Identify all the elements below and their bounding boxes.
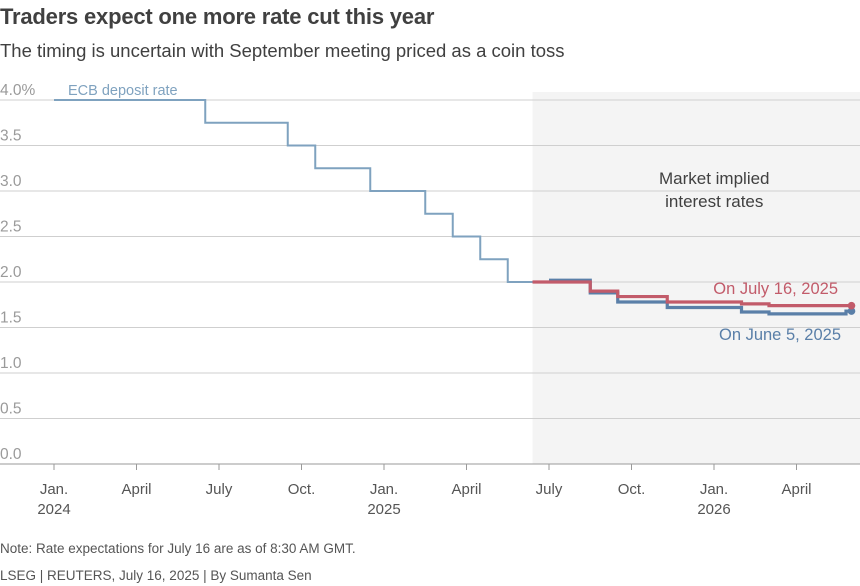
x-tick-label: Oct. [618, 481, 646, 498]
x-tick-label: April [781, 481, 811, 498]
shade-label-line2: interest rates [665, 192, 763, 211]
x-tick-label: Jan. [700, 481, 728, 498]
y-tick-label: 2.0 [0, 264, 22, 281]
y-tick-label: 4.0% [0, 82, 36, 99]
july16-expectation-end-marker [847, 301, 856, 310]
june5-expectation-end-marker [847, 307, 856, 315]
x-tick-year-label: 2026 [697, 501, 730, 518]
ecb-deposit-rate-line [54, 99, 533, 283]
market-implied-shade [532, 92, 860, 464]
chart-note: Note: Rate expectations for July 16 are … [0, 541, 356, 556]
x-tick-label: Jan. [40, 481, 68, 498]
chart-source: LSEG | REUTERS, July 16, 2025 | By Suman… [0, 568, 312, 583]
x-tick-year-label: 2024 [37, 501, 70, 518]
x-tick-label: Jan. [370, 481, 398, 498]
x-tick-label: Oct. [288, 481, 316, 498]
rate-chart: 4.0% 3.5 3.0 2.5 2.0 1.5 1.0 0.5 0.0 Jan. 2024 Apr… [0, 82, 860, 518]
x-tick-label: July [206, 481, 233, 498]
chart-subtitle: The timing is uncertain with September m… [0, 40, 565, 61]
july16-expectation-line [532, 280, 852, 308]
june5-expectation-line [549, 278, 852, 316]
shade-label-line1: Market implied [659, 169, 770, 188]
y-tick-label: 1.0 [0, 355, 22, 372]
y-tick-label: 3.0 [0, 173, 22, 190]
x-tick-label: July [536, 481, 563, 498]
series-label-june5: On June 5, 2025 [719, 326, 841, 344]
series-label-july16: On July 16, 2025 [713, 280, 838, 298]
y-tick-label: 3.5 [0, 128, 22, 145]
y-tick-label: 0.5 [0, 401, 22, 418]
y-tick-label: 0.0 [0, 446, 22, 463]
x-tick-year-label: 2025 [367, 501, 400, 518]
y-tick-label: 2.5 [0, 219, 22, 236]
chart-title: Traders expect one more rate cut this ye… [0, 4, 435, 29]
x-tick-label: April [121, 481, 151, 498]
series-label-ecb: ECB deposit rate [68, 83, 178, 99]
x-tick-label: April [451, 481, 481, 498]
y-tick-label: 1.5 [0, 310, 22, 327]
